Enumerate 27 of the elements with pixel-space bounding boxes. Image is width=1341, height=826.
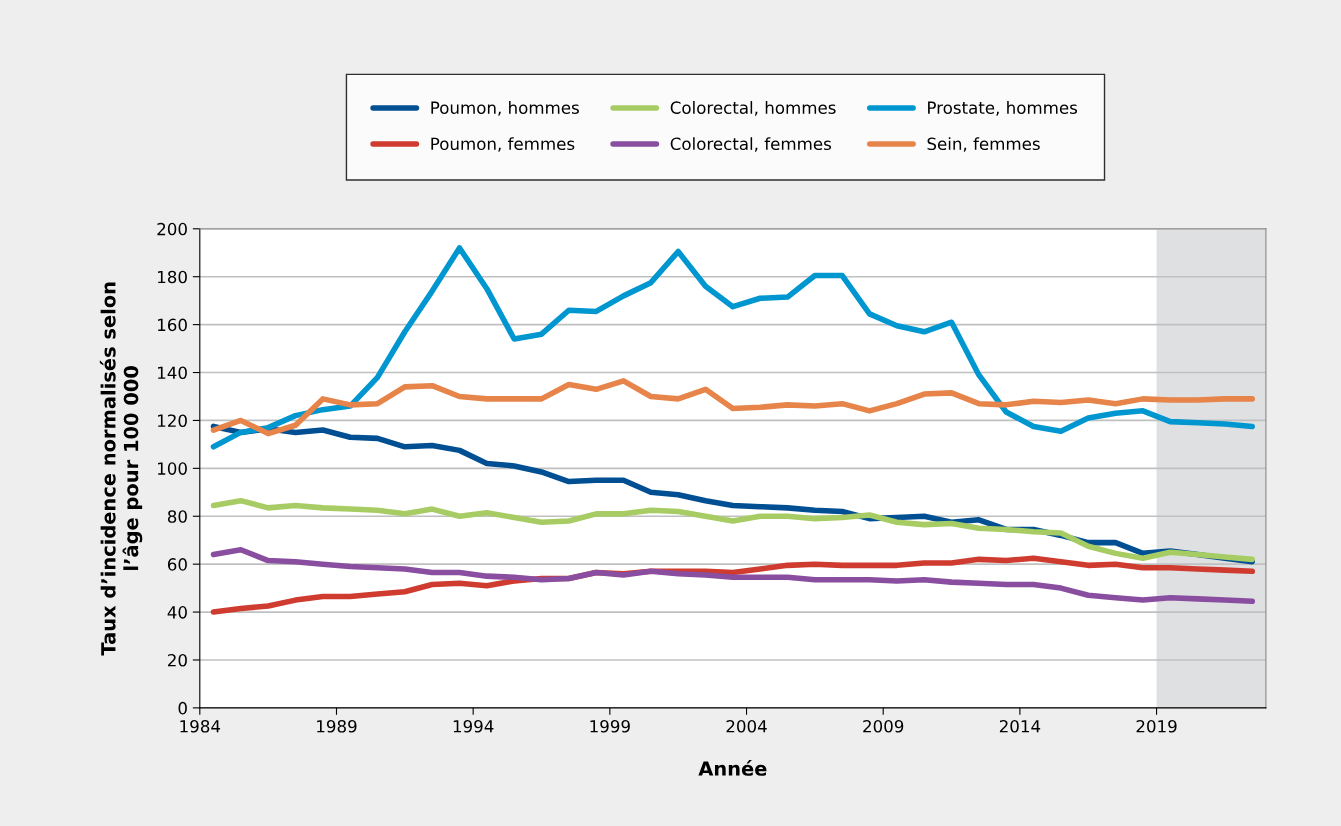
y-tick-label: 140 [158, 366, 187, 380]
legend-label: Colorectal, hommes [670, 101, 836, 116]
x-tick-label: 2004 [726, 719, 767, 733]
legend-label: Prostate, hommes [928, 101, 1078, 116]
x-tick-label: 2019 [1136, 719, 1177, 733]
x-tick-label: 1989 [317, 719, 357, 733]
y-tick-label: 160 [158, 318, 187, 332]
y-tick-label: 80 [167, 510, 187, 523]
y-axis-title: Taux d’incidence normalisés selon l’âge pour 100 000 [99, 282, 143, 656]
y-tick-label: 0 [178, 701, 187, 715]
y-tick-label: 40 [167, 606, 187, 619]
x-tick-label: 1984 [180, 719, 221, 733]
y-tick-label: 20 [168, 653, 187, 667]
y-tick-label: 120 [158, 414, 187, 427]
y-tick-label: 200 [157, 222, 187, 236]
legend-label: Colorectal, femmes [670, 137, 831, 152]
x-tick-label: 1994 [453, 719, 494, 733]
y-tick-label: 180 [158, 270, 187, 284]
legend-label: Poumon, femmes [431, 137, 575, 152]
y-tick-label: 100 [158, 462, 187, 475]
x-tick-label: 1999 [590, 719, 630, 733]
legend-label: Poumon, hommes [431, 101, 579, 116]
x-tick-label: 2009 [863, 719, 904, 733]
y-tick-label: 60 [167, 558, 187, 571]
x-tick-label: 2014 [999, 719, 1041, 733]
x-axis-title: Année [698, 760, 767, 776]
legend-label: Sein, femmes [927, 137, 1040, 152]
